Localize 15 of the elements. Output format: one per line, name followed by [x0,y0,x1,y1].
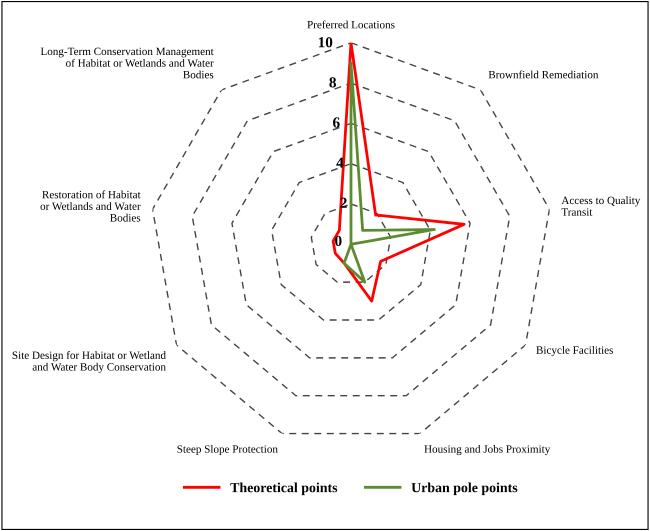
y-tick-label: 6 [333,117,340,128]
spoke-label: Bicycle Facilities [536,346,614,356]
spoke-label: Housing and Jobs Proximity [424,444,550,456]
spoke-label: Brownfield Remediation [488,70,598,78]
spoke-label: Steep Slope Protection [177,444,278,456]
legend-label: Theoretical points [230,482,338,496]
legend-label: Urban pole points [412,482,518,496]
spoke-label: Restoration of Habitat or Wetlands and Water Bodies [40,190,141,222]
spoke-label: Preferred Locations [307,20,395,28]
spoke-label: Access to Quality Transit [561,196,640,216]
y-tick-label: 0 [335,236,342,246]
spoke-label: Site Design for Habitat or Wetland and Water Body Conservation [12,351,166,373]
spoke-label: Long-Term Conservation Management of Habitat or Wetlands and Water Bodies [40,48,214,78]
y-tick-label: 10 [318,37,332,48]
y-tick-label: 8 [329,77,336,88]
